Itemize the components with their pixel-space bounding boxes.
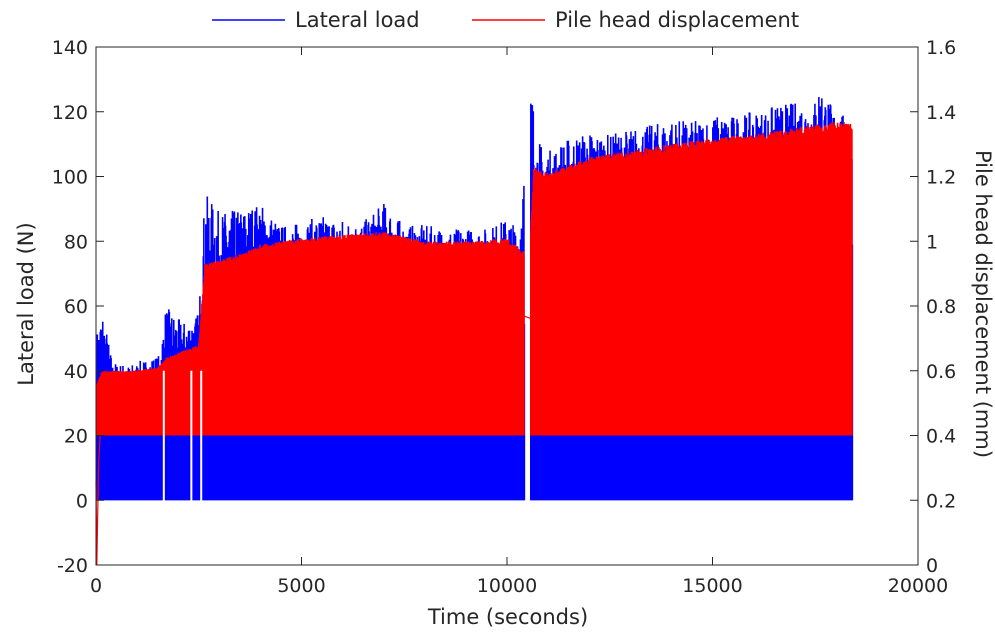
y-left-tick-label: 20 <box>64 426 88 448</box>
x-tick-label: 10000 <box>477 575 537 597</box>
y-right-tick-label: 1 <box>926 231 938 253</box>
y-right-tick-label: 0 <box>926 555 938 577</box>
y-right-tick-label: 0.6 <box>926 361 956 383</box>
y-right-tick-label: 0.2 <box>926 490 956 512</box>
y-left-tick-label: 60 <box>64 296 88 318</box>
x-tick-label: 5000 <box>277 575 325 597</box>
y-right-tick-label: 1.4 <box>926 102 956 124</box>
x-tick-label: 15000 <box>682 575 742 597</box>
y-left-tick-label: 140 <box>52 37 88 59</box>
x-tick-label: 20000 <box>888 575 948 597</box>
x-axis-label: Time (seconds) <box>427 605 588 629</box>
y-left-tick-label: -20 <box>57 555 88 577</box>
y-left-tick-label: 100 <box>52 167 88 189</box>
y-right-tick-label: 0.8 <box>926 296 956 318</box>
y-axis-left-label: Lateral load (N) <box>14 222 38 385</box>
legend-label-pile-head-displacement: Pile head displacement <box>555 8 799 32</box>
y-left-tick-label: 0 <box>76 490 88 512</box>
y-left-tick-label: 80 <box>64 231 88 253</box>
y-right-tick-label: 0.4 <box>926 426 956 448</box>
y-right-tick-label: 1.6 <box>926 37 956 59</box>
series-1 <box>95 122 853 566</box>
y-left-tick-label: 40 <box>64 361 88 383</box>
axes: 0 5000 10000 15000 20000-2002040608010012014… <box>52 37 956 597</box>
x-tick-label: 0 <box>90 575 102 597</box>
y-right-tick-label: 1.2 <box>926 167 956 189</box>
plot-area <box>95 96 854 566</box>
legend: Lateral load Pile head displacement <box>212 8 799 32</box>
y-axis-right-label: Pile head displacement (mm) <box>971 150 995 458</box>
displacement-rest-line <box>95 315 532 566</box>
y-left-tick-label: 120 <box>52 102 88 124</box>
series-band-1 <box>96 122 853 436</box>
legend-label-lateral-load: Lateral load <box>295 8 420 32</box>
